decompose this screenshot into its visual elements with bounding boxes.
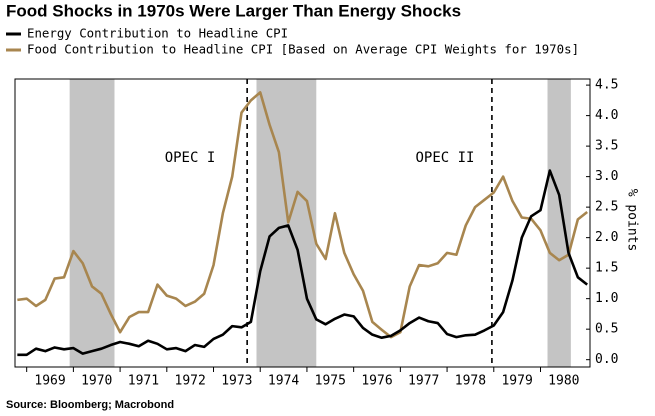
shaded-period xyxy=(69,79,115,367)
y-tick-label: 1.5 xyxy=(595,261,618,276)
y-tick-label: 3.5 xyxy=(595,139,618,154)
shaded-period xyxy=(256,79,317,367)
source: Source: Bloomberg; Macrobond xyxy=(6,399,174,411)
x-tick-label: 1976 xyxy=(361,374,392,389)
y-tick-label: 2.5 xyxy=(595,200,618,215)
y-tick-label: 1.0 xyxy=(595,291,618,306)
chart-title: Food Shocks in 1970s Were Larger Than En… xyxy=(6,1,461,20)
series-line xyxy=(17,169,589,357)
x-tick-label: 1971 xyxy=(128,374,159,389)
x-tick-label: 1973 xyxy=(221,374,252,389)
x-tick-label: 1978 xyxy=(455,374,486,389)
legend-label: Food Contribution to Headline CPI [Based… xyxy=(27,42,579,57)
y-tick-label: 0.0 xyxy=(595,352,618,367)
x-tick-label: 1977 xyxy=(408,374,439,389)
shaded-period xyxy=(547,79,571,367)
y-tick-label: 3.0 xyxy=(595,169,618,184)
y-tick-label: 4.5 xyxy=(595,78,618,93)
x-tick-label: 1972 xyxy=(175,374,206,389)
y-tick-label: 2.0 xyxy=(595,230,618,245)
x-tick-label: 1975 xyxy=(315,374,346,389)
y-tick-label: 0.5 xyxy=(595,322,618,337)
legend-label: Energy Contribution to Headline CPI xyxy=(27,26,288,41)
x-tick-label: 1979 xyxy=(501,374,532,389)
annotation: OPEC II xyxy=(415,150,474,166)
y-tick-label: 4.0 xyxy=(595,108,618,123)
series-line xyxy=(17,91,589,339)
y-axis-label: % points xyxy=(625,189,640,252)
x-tick-label: 1974 xyxy=(268,374,299,389)
x-tick-label: 1970 xyxy=(81,374,112,389)
annotation: OPEC I xyxy=(165,150,216,166)
x-tick-label: 1980 xyxy=(548,374,579,389)
x-tick-label: 1969 xyxy=(34,374,65,389)
plot-frame xyxy=(14,78,591,368)
